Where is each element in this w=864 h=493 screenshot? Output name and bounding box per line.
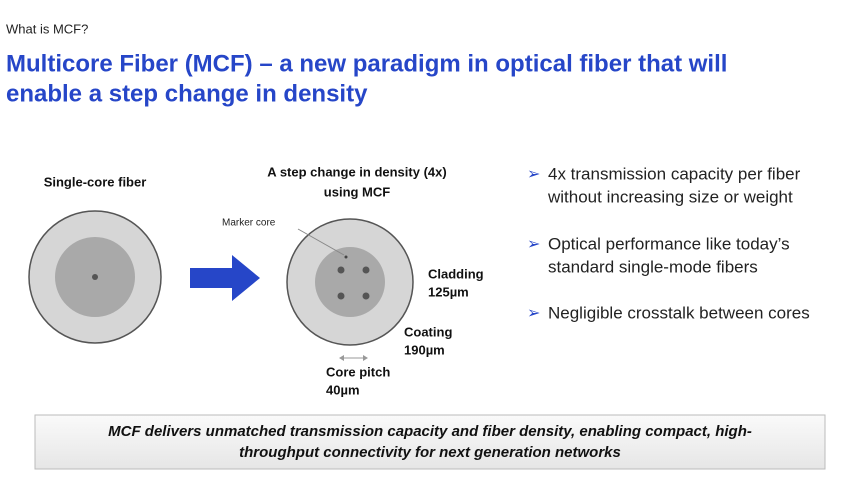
pitch-label: Core pitch bbox=[326, 364, 390, 379]
marker-core-label: Marker core bbox=[222, 218, 276, 229]
core bbox=[337, 292, 345, 300]
core bbox=[337, 266, 345, 274]
bullets: ➢ 4x transmission capacity per fiber wit… bbox=[527, 164, 810, 322]
bullet-text: Negligible crosstalk between cores bbox=[548, 303, 810, 322]
cladding-circle bbox=[315, 247, 385, 317]
coating-label: Coating bbox=[404, 324, 452, 339]
pitch-value: 40µm bbox=[326, 382, 360, 397]
right-label: A step change in density (4x) bbox=[267, 164, 446, 179]
leader-line bbox=[297, 228, 345, 256]
bullet-text: standard single-mode fibers bbox=[548, 257, 758, 276]
title-line: enable a step change in density bbox=[6, 80, 368, 107]
footer-text: throughput connectivity for next generat… bbox=[239, 444, 621, 461]
chevron: ➢ bbox=[527, 236, 540, 253]
coating-value: 190µm bbox=[404, 342, 445, 357]
footer-text: MCF delivers unmatched transmission capa… bbox=[108, 423, 752, 440]
cladding-value: 125µm bbox=[428, 284, 469, 299]
core bbox=[92, 274, 98, 280]
bullet-text: without increasing size or weight bbox=[547, 187, 793, 206]
pitch-arrowhead bbox=[363, 355, 368, 361]
bullet-text: 4x transmission capacity per fiber bbox=[548, 164, 801, 183]
right-label: using MCF bbox=[324, 184, 390, 199]
kicker: What is MCF? bbox=[6, 21, 88, 36]
pitch-arrowhead bbox=[339, 355, 344, 361]
bullet-text: Optical performance like today’s bbox=[548, 234, 790, 253]
chevron: ➢ bbox=[527, 166, 540, 183]
arrow bbox=[190, 255, 260, 301]
marker-core bbox=[344, 255, 348, 259]
core bbox=[362, 266, 370, 274]
core bbox=[362, 292, 370, 300]
footer-box bbox=[34, 414, 826, 470]
title-line: Multicore Fiber (MCF) – a new paradigm i… bbox=[6, 50, 727, 77]
left-label: Single-core fiber bbox=[44, 174, 147, 189]
chevron: ➢ bbox=[527, 305, 540, 322]
cladding-label: Cladding bbox=[428, 266, 484, 281]
